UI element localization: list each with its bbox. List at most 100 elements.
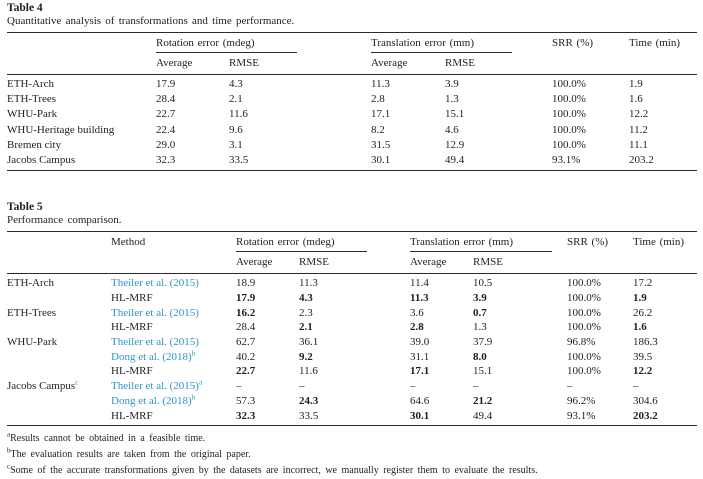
value-cell: 26.2 <box>633 306 653 319</box>
value-cell: 57.3 <box>236 394 256 407</box>
table-row: Bremen city 29.0 3.1 31.5 12.9 100.0% 11.1 <box>7 138 697 153</box>
table-row: Dong et al. (2018)b 40.2 9.2 31.1 8.0 100.0% 3… <box>7 349 697 365</box>
footnote-b-text: The evaluation results are taken from th… <box>10 449 251 461</box>
dataset-label <box>7 394 111 409</box>
value-cell: 304.6 <box>633 394 658 407</box>
sub-header-rmse: RMSE <box>229 53 371 75</box>
dataset-label <box>7 320 111 335</box>
value-cell: 93.1% <box>567 408 633 427</box>
citation-link[interactable]: Theiler et al. (2015) <box>111 380 199 393</box>
value-cell: 64.6 <box>410 394 430 407</box>
empty-header-cell <box>552 53 629 75</box>
value-cell: 100.0% <box>567 350 601 363</box>
value-cell: 203.2 <box>629 153 697 172</box>
value-cell: 93.1% <box>552 153 629 172</box>
table5-caption: Performance comparison. <box>7 214 122 227</box>
method-cell: HL-MRF <box>111 364 236 379</box>
method-cell: Theiler et al. (2015) <box>111 306 236 321</box>
value-cell: 17.2 <box>633 277 653 290</box>
value-cell: 3.1 <box>229 138 243 151</box>
value-cell: 96.8% <box>567 336 596 349</box>
value-cell: 8.0 <box>473 350 487 363</box>
value-cell: 21.2 <box>473 394 493 407</box>
citation-link[interactable]: Theiler et al. (2015) <box>111 306 199 319</box>
table4-caption: Quantitative analysis of transformations… <box>7 15 295 27</box>
value-cell: 28.4 <box>236 321 256 334</box>
value-cell: 100.0% <box>552 93 586 106</box>
value-cell: 22.4 <box>156 123 176 136</box>
dataset-label: Bremen city <box>7 138 62 151</box>
value-cell: – <box>410 380 416 393</box>
method-name: HL-MRF <box>111 365 153 378</box>
method-cell: Theiler et al. (2015)a <box>111 377 236 394</box>
citation-link[interactable]: Dong et al. (2018) <box>111 350 192 363</box>
empty-header-cell <box>7 53 156 75</box>
table-row: WHU-Park Theiler et al. (2015) 62.7 36.1 39.… <box>7 335 697 350</box>
citation-link[interactable]: Theiler et al. (2015) <box>111 277 199 290</box>
column-header-translation-error: Translation error (mm) <box>371 33 552 53</box>
value-cell: 32.3 <box>156 153 229 172</box>
footnotes: aResults cannot be obtained in a feasibl… <box>7 431 697 479</box>
table-row: Jacobs Campus 32.3 33.5 30.1 49.4 93.1% 203.2 <box>7 153 697 172</box>
value-cell: 18.9 <box>236 277 256 290</box>
value-cell: 100.0% <box>567 306 601 319</box>
value-cell: 1.9 <box>629 78 643 90</box>
value-cell: 15.1 <box>473 365 493 378</box>
value-cell: 33.5 <box>229 153 371 172</box>
value-cell: 0.7 <box>473 306 487 319</box>
empty-header-cell <box>7 252 111 275</box>
value-cell: 100.0% <box>552 138 586 151</box>
value-cell: 100.0% <box>567 365 601 378</box>
value-cell: 22.7 <box>156 108 176 121</box>
value-cell: 100.0% <box>552 108 586 121</box>
value-cell: – <box>236 380 242 393</box>
dataset-label: Jacobs Campusc <box>7 377 79 393</box>
value-cell: 11.6 <box>299 365 318 378</box>
value-cell: 4.3 <box>229 78 243 90</box>
footnote-marker: b <box>191 392 196 402</box>
value-cell: 49.4 <box>473 408 567 427</box>
value-cell: 9.2 <box>299 350 313 363</box>
value-cell: 37.9 <box>473 336 493 349</box>
value-cell: 100.0% <box>567 291 601 304</box>
empty-header-cell <box>629 53 697 75</box>
value-cell: 100.0% <box>567 277 601 290</box>
sub-header-average: Average <box>156 53 229 75</box>
sub-header-average: Average <box>410 252 473 275</box>
empty-header-cell <box>633 252 697 275</box>
empty-header-cell <box>7 33 156 54</box>
value-cell: 12.2 <box>633 365 653 378</box>
footnote-marker: a <box>198 377 203 387</box>
value-cell: 11.3 <box>410 291 429 304</box>
empty-header-cell <box>111 252 236 275</box>
column-header-rotation-error: Rotation error (mdeg) <box>236 232 410 253</box>
value-cell: 11.4 <box>410 277 429 290</box>
value-cell: 1.3 <box>473 321 487 334</box>
table-row: ETH-Arch Theiler et al. (2015) 18.9 11.3 11.… <box>7 274 697 291</box>
citation-link[interactable]: Theiler et al. (2015) <box>111 336 199 349</box>
dataset-label: Jacobs Campus <box>7 153 156 172</box>
footnote-a-marker: a <box>7 430 11 439</box>
method-name: HL-MRF <box>111 409 153 422</box>
value-cell: 15.1 <box>445 108 465 121</box>
table-row: HL-MRF 17.9 4.3 11.3 3.9 100.0% 1.9 <box>7 291 697 306</box>
value-cell: 10.5 <box>473 277 493 290</box>
footnote-marker: c <box>75 377 79 387</box>
table-row: HL-MRF 22.7 11.6 17.1 15.1 100.0% 12.2 <box>7 364 697 379</box>
value-cell: 31.5 <box>371 138 391 151</box>
value-cell: 49.4 <box>445 153 552 172</box>
value-cell: 203.2 <box>633 408 697 427</box>
sub-header-rmse: RMSE <box>299 252 410 275</box>
value-cell: 62.7 <box>236 336 256 349</box>
value-cell: 96.2% <box>567 394 596 407</box>
footnote-b-marker: b <box>7 446 11 455</box>
value-cell: 2.8 <box>410 321 424 334</box>
value-cell: 1.9 <box>633 291 647 304</box>
value-cell: 17.9 <box>156 78 176 90</box>
value-cell: 16.2 <box>236 306 256 319</box>
value-cell: 12.2 <box>629 108 649 121</box>
dataset-label: WHU-Park <box>7 336 58 349</box>
value-cell: – <box>473 380 479 393</box>
citation-link[interactable]: Dong et al. (2018) <box>111 394 192 407</box>
